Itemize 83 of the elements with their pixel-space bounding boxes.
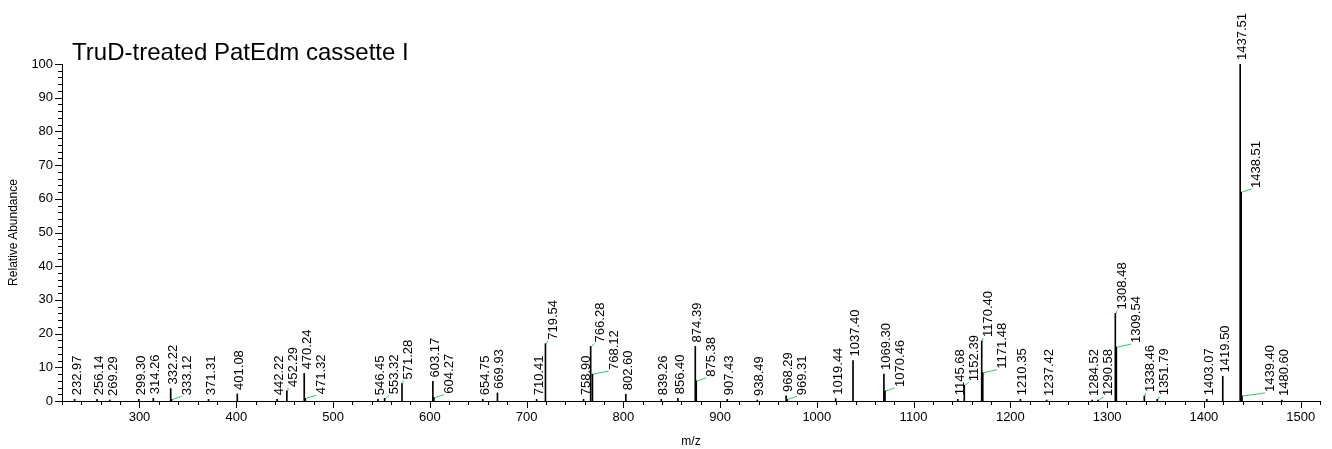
x-tick-label: 800 (612, 409, 635, 425)
y-tick-label: 40 (38, 257, 54, 273)
annotation: 471.32 (313, 354, 329, 395)
annotation: 1309.54 (1128, 296, 1144, 344)
annotation: 1439.40 (1262, 344, 1278, 392)
y-tick-label: 50 (38, 224, 54, 240)
annotation: 333.12 (178, 355, 194, 396)
annotation: 758.90 (577, 355, 593, 396)
x-tick-label: 400 (225, 409, 248, 425)
x-tick-label: 500 (322, 409, 344, 425)
annotation: 969.31 (794, 355, 810, 396)
annotation: 1037.40 (847, 309, 863, 357)
annotation: 1170.40 (979, 290, 995, 338)
annotation: 1351.79 (1156, 348, 1172, 396)
annotation: 839.26 (655, 355, 671, 396)
annotation: 802.60 (619, 350, 635, 391)
annotation: 603.17 (426, 337, 442, 378)
annotation: 332.22 (164, 344, 180, 385)
annotation: 1152.39 (965, 335, 981, 382)
annotation: 314.26 (147, 354, 163, 395)
y-tick-label: 100 (31, 55, 54, 71)
annotation: 1338.46 (1142, 344, 1158, 392)
annotation: 669.93 (491, 349, 507, 389)
annotation: 856.40 (671, 354, 687, 395)
y-tick-label: 30 (38, 291, 54, 307)
annotation: 1419.50 (1216, 325, 1232, 373)
y-tick-label: 10 (38, 358, 54, 374)
annotation: 968.29 (780, 352, 796, 392)
annotation: 571.28 (399, 339, 415, 380)
annotation: 1480.60 (1276, 348, 1292, 396)
annotation: 1069.30 (877, 323, 893, 371)
x-tick-label: 600 (418, 409, 441, 425)
x-axis-title: m/z (681, 434, 701, 449)
chart-title: TruD-treated PatEdm cassette I (72, 38, 409, 65)
y-tick-label: 90 (38, 89, 54, 105)
annotation: 1070.46 (891, 339, 907, 387)
annotation: 907.43 (721, 355, 737, 396)
annotation: 1145.68 (951, 349, 967, 396)
annotation: 1403.07 (1200, 348, 1216, 396)
annotation: 452.29 (285, 347, 301, 387)
x-tick-label: 700 (515, 409, 538, 425)
annotation: 1019.44 (829, 347, 845, 395)
annotation: 710.41 (530, 355, 546, 396)
annotation: 371.31 (202, 355, 218, 396)
annotation: 1438.51 (1248, 141, 1264, 189)
annotation: 256.14 (91, 355, 107, 396)
annotation: 1210.35 (1014, 348, 1030, 396)
annotation: 938.49 (751, 356, 767, 396)
annotation: 1308.48 (1114, 262, 1130, 310)
annotation: 232.97 (68, 355, 84, 396)
x-tick-label: 900 (709, 409, 731, 425)
annotation: 654.75 (476, 355, 492, 396)
x-tick-label: 1400 (1189, 409, 1219, 425)
annotation: 1290.58 (1100, 348, 1116, 396)
annotation: 442.22 (271, 355, 287, 396)
y-tick-label: 0 (45, 392, 54, 408)
annotation: 766.28 (591, 302, 607, 343)
x-tick-label: 1100 (899, 409, 928, 425)
annotation: 604.27 (440, 353, 456, 394)
annotation: 401.08 (231, 350, 247, 390)
annotation: 1171.48 (993, 322, 1009, 369)
x-tick-label: 300 (128, 409, 151, 425)
annotation: 553.32 (385, 354, 401, 395)
annotation: 1437.51 (1234, 13, 1250, 60)
annotation: 1237.42 (1040, 348, 1056, 396)
annotation: 546.45 (371, 355, 387, 396)
annotation: 768.12 (605, 330, 621, 371)
y-tick-label: 60 (38, 190, 54, 206)
annotation: 269.29 (105, 356, 121, 396)
x-tick-label: 1000 (802, 409, 832, 425)
annotation: 1284.52 (1086, 348, 1102, 396)
x-tick-label: 1200 (995, 409, 1025, 425)
y-tick-label: 70 (38, 156, 54, 172)
annotation: 875.38 (703, 337, 719, 377)
y-tick-label: 20 (38, 325, 54, 341)
annotation: 299.30 (132, 355, 148, 396)
y-axis-title: Relative Abundance (5, 178, 20, 286)
annotation: 874.39 (689, 302, 705, 343)
x-tick-label: 1300 (1092, 409, 1122, 425)
y-tick-label: 80 (38, 122, 54, 138)
annotation: 470.24 (299, 329, 315, 370)
x-tick-label: 1500 (1286, 409, 1316, 425)
annotation: 719.54 (544, 299, 560, 340)
